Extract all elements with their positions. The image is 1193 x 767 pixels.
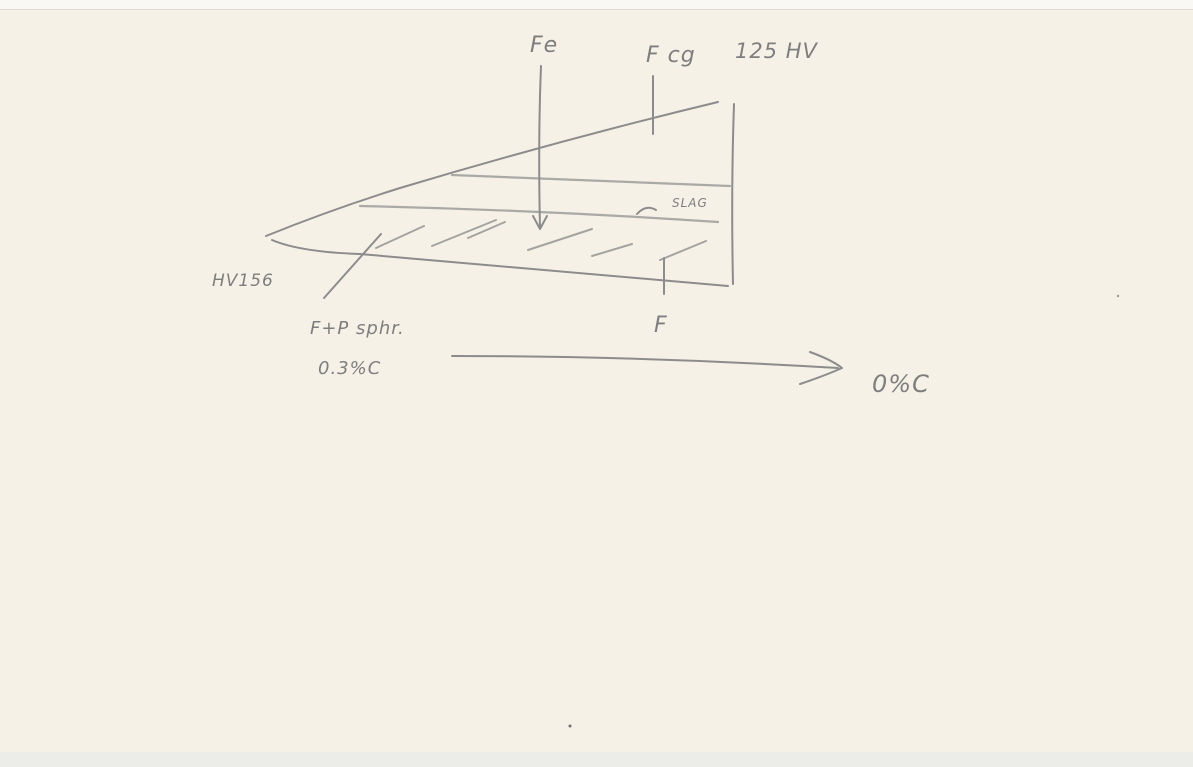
hatch-line [527, 228, 593, 251]
carbon-gradient-arrowhead [799, 351, 843, 385]
ferrite-label: F [654, 313, 668, 338]
carbon-right-label: 0%C [872, 370, 930, 398]
ferrite-pearlite-label: F+P sphr. [310, 318, 405, 339]
paper-speck [1116, 294, 1120, 298]
hatch-line [591, 243, 633, 257]
fe-label: Fe [530, 33, 558, 58]
hardness-top-label: 125 HV [735, 39, 819, 63]
wedge-bottom-edge [271, 239, 729, 287]
scanner-bed-strip [0, 752, 1193, 767]
fe-leader [538, 65, 542, 229]
fcg-label: F cg [646, 43, 696, 68]
carbon-gradient-arrow-shaft [451, 355, 839, 369]
wedge-top-edge [265, 101, 719, 237]
wedge-right-edge [731, 103, 735, 285]
hatch-line [375, 225, 425, 249]
hatch-line [431, 219, 497, 247]
card-top-edge [0, 0, 1193, 10]
hatch-line [659, 240, 707, 261]
carbon-left-label: 0.3%C [318, 358, 381, 379]
hatched-band [375, 219, 707, 261]
paper-speck [568, 724, 572, 728]
hardness-left-label: HV156 [212, 271, 274, 291]
upper-layer-line [450, 173, 732, 188]
fe-arrowhead [532, 215, 548, 230]
slag-marker [636, 206, 657, 215]
hatch-line [467, 221, 506, 239]
slag-label: SLAG [672, 196, 708, 210]
ferrite-pearlite-leader [323, 233, 382, 299]
